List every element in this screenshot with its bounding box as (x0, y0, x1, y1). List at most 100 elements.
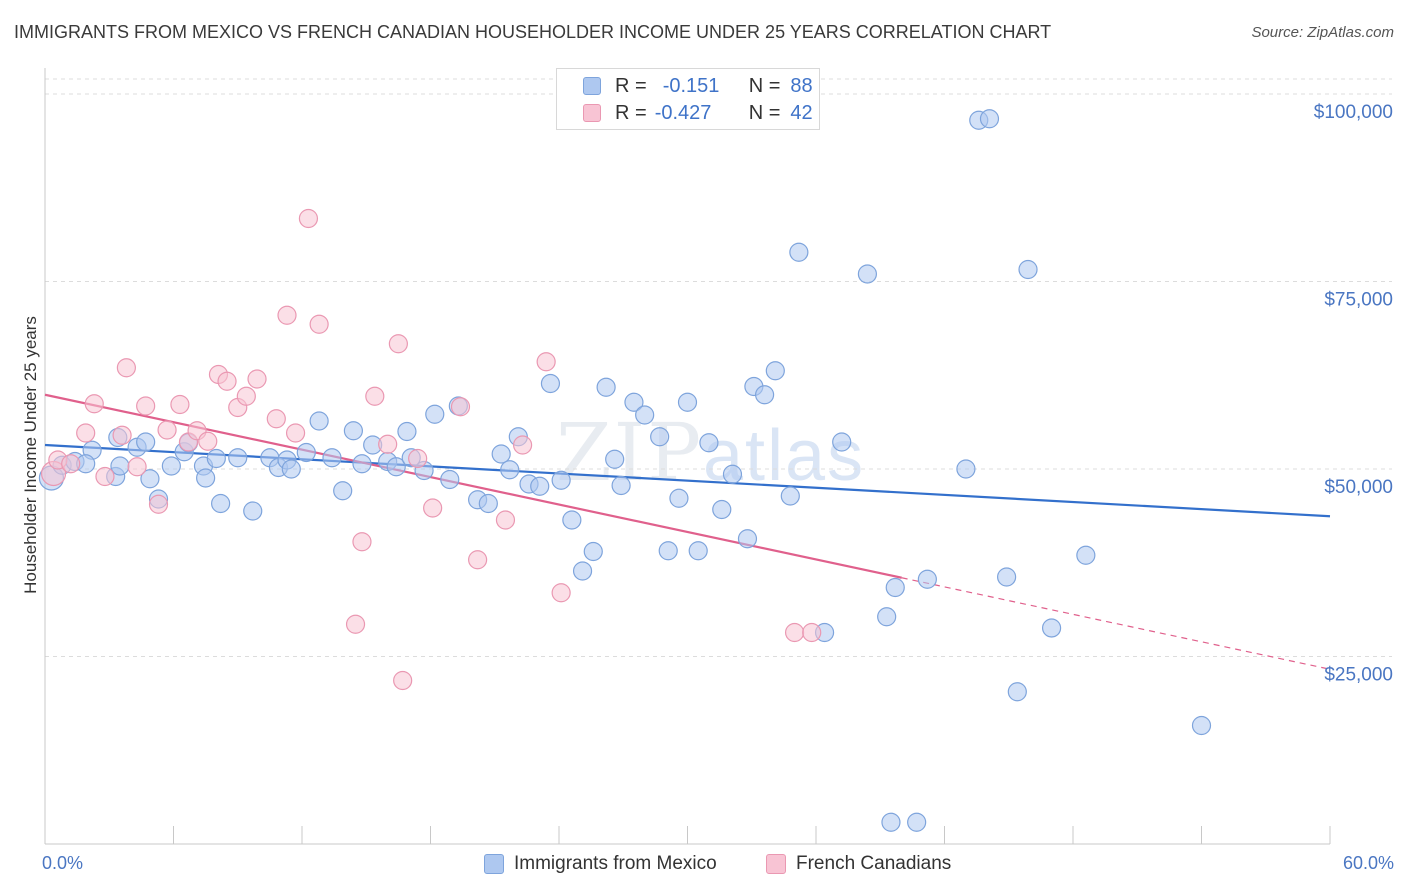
mexico-point (551, 470, 571, 490)
mexico-point (688, 541, 708, 561)
french-point (784, 622, 805, 643)
french-point (393, 670, 413, 691)
mexico-point (530, 476, 550, 496)
mexico-swatch (583, 77, 601, 95)
mexico-point (206, 448, 226, 469)
french-point (345, 614, 366, 634)
french-point (450, 397, 471, 417)
mexico-point (1191, 715, 1212, 736)
mexico-point (907, 812, 927, 832)
french-point (536, 352, 556, 372)
french-point (802, 622, 822, 643)
stats-legend-row-french: R = -0.427 N = 42 (583, 100, 813, 126)
y-tick-label: $75,000 (1324, 290, 1393, 311)
mexico-r-label: R = (615, 74, 647, 97)
mexico-point (478, 493, 498, 514)
french-point (285, 423, 306, 443)
axis-layer (44, 68, 1331, 845)
french-point (277, 305, 297, 325)
mexico-point (343, 421, 363, 441)
french-point (76, 423, 96, 443)
mexico-point (110, 456, 130, 476)
mexico-point (333, 481, 353, 501)
mexico-point (881, 812, 901, 832)
french-point (61, 454, 81, 474)
french-point (378, 434, 398, 454)
mexico-point (228, 448, 248, 468)
mexico-r-value: -0.151 (662, 74, 720, 97)
mexico-point (605, 449, 625, 469)
french-point (112, 425, 132, 445)
mexico-point (979, 109, 1000, 129)
mexico-point (136, 432, 156, 452)
french-point (217, 371, 237, 391)
trend-layer (44, 393, 1331, 670)
french-point (136, 396, 156, 416)
mexico-point (754, 385, 775, 405)
grid-layer (45, 78, 1392, 657)
mexico-point (624, 392, 644, 412)
mexico-point (309, 411, 329, 431)
mexico-point (877, 607, 897, 627)
mexico-trend-line (44, 443, 1331, 518)
french-point (388, 334, 408, 354)
mexico-point (296, 442, 316, 463)
mexico-point (677, 392, 698, 412)
mexico-point (243, 501, 263, 521)
mexico-point (211, 493, 231, 514)
point-layer (38, 109, 1212, 832)
mexico-point (161, 456, 181, 476)
mexico-point (440, 469, 460, 490)
mexico-point (780, 486, 800, 506)
french-point (198, 431, 218, 451)
mexico-point (397, 421, 417, 442)
mexico-point (386, 457, 406, 477)
x-tick-label-end: 60.0% (1343, 853, 1394, 873)
french-n-label: N = (748, 101, 781, 124)
mexico-n-label: N = (748, 74, 781, 97)
french-point (551, 583, 571, 603)
french-point (423, 498, 443, 518)
y-tick-label: $100,000 (1314, 102, 1393, 123)
mexico-point (596, 377, 616, 397)
y-tick-label: $25,000 (1324, 665, 1393, 686)
french-point (309, 314, 329, 334)
legend-french-label: French Canadians (796, 853, 952, 874)
mexico-point (611, 475, 631, 496)
french-point (298, 208, 319, 229)
french-point (148, 494, 169, 514)
mexico-point (737, 529, 758, 549)
mexico-point (572, 561, 593, 581)
mexico-point (650, 427, 670, 447)
mexico-point (917, 569, 937, 589)
french-trend-line (44, 393, 902, 579)
french-point (157, 420, 177, 440)
mexico-point (500, 460, 520, 480)
french-trend-line-extension (901, 577, 1331, 670)
french-point (266, 409, 286, 429)
french-swatch (583, 104, 601, 122)
mexico-point (425, 404, 445, 424)
legend-item-mexico: Immigrants from Mexico (484, 852, 717, 876)
french-point (236, 386, 256, 406)
mexico-point (789, 242, 809, 262)
french-point (468, 550, 488, 570)
label-layer: $25,000 $50,000 $75,000 $100,000 0.0% 60.0% (42, 102, 1394, 873)
mexico-point (722, 464, 743, 484)
french-point (95, 466, 115, 487)
french-point (408, 448, 428, 469)
legend-french-swatch (766, 854, 786, 874)
mexico-point (1041, 618, 1062, 638)
french-r-label: R = (615, 101, 647, 124)
french-r-value: -0.427 (654, 101, 712, 124)
mexico-point (583, 541, 603, 562)
chart-source: Source: ZipAtlas.com (1251, 24, 1394, 41)
legend-item-french: French Canadians (766, 852, 951, 876)
french-point (116, 358, 136, 378)
french-point (247, 369, 267, 389)
mexico-point (658, 541, 678, 561)
x-tick-label-start: 0.0% (42, 853, 83, 873)
mexico-point (1007, 682, 1027, 702)
mexico-point (832, 432, 852, 452)
